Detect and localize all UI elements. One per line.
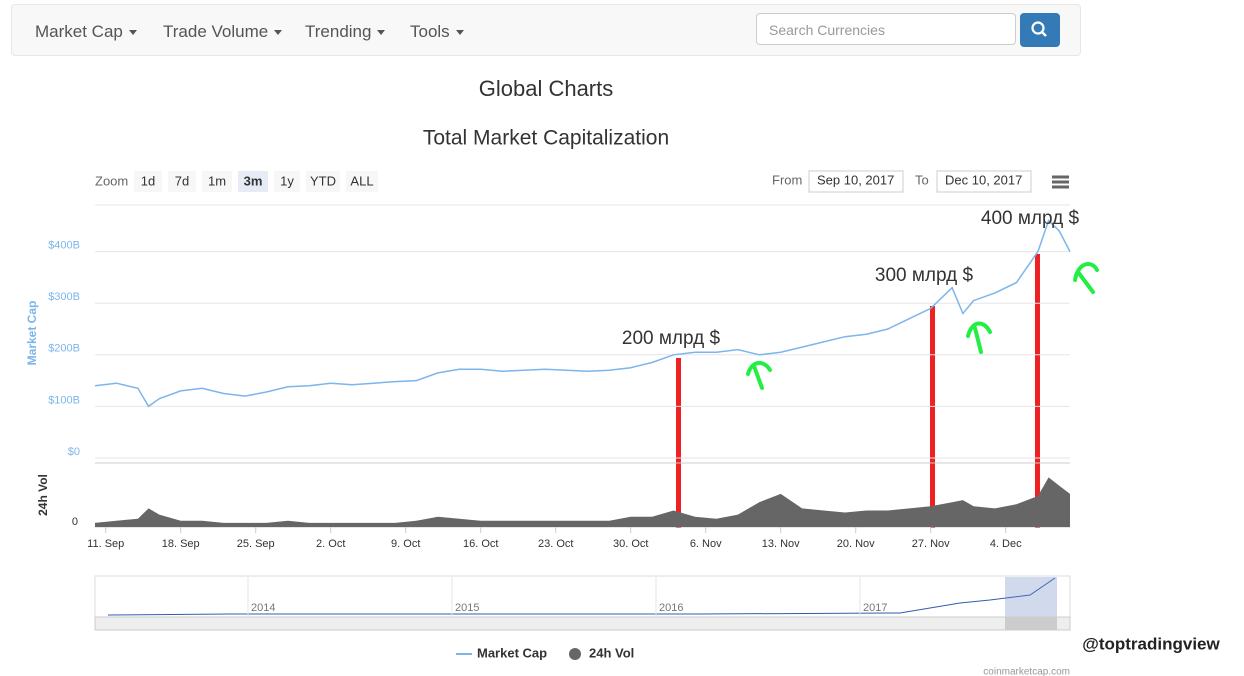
annotation-line: [930, 306, 935, 528]
menu-item[interactable]: Trade Volume: [163, 22, 282, 42]
to-input[interactable]: [936, 170, 1032, 193]
zoom-button-label: ALL: [350, 173, 373, 188]
legend-symbol: [569, 648, 581, 660]
navigator-line: [107, 577, 1056, 616]
navigator-label: 2017: [863, 602, 887, 614]
to-label: To: [915, 172, 929, 187]
menu-item[interactable]: Market Cap: [35, 22, 137, 42]
navigator-label: 2014: [251, 602, 275, 614]
menu-item[interactable]: Tools: [410, 22, 464, 42]
zoom-button[interactable]: [168, 171, 196, 192]
navigator: [94, 575, 1071, 618]
x-tick-label: 30. Oct: [613, 538, 648, 550]
annotation: 200 млрд $: [622, 328, 721, 349]
annotation-arrow: [1073, 262, 1099, 294]
market-cap-line: [94, 219, 1071, 408]
navigator-label: 2015: [455, 602, 479, 614]
annotation-line: [676, 358, 681, 528]
annotation-line: [1035, 254, 1040, 528]
y-tick-label: $300B: [48, 291, 80, 303]
annotation-arrow: [966, 321, 992, 354]
zoom-button-label: 1d: [141, 173, 155, 188]
annotation: 300 млрд $: [875, 265, 974, 286]
watermark: @toptradingview: [1082, 634, 1220, 653]
legend-label[interactable]: Market Cap: [477, 645, 547, 660]
zoom-button-label: 1y: [280, 173, 294, 188]
scrollbar[interactable]: [94, 616, 1071, 631]
zoom-label: Zoom: [95, 173, 128, 188]
annotation: 400 млрд $: [981, 208, 1080, 229]
from-input[interactable]: [808, 170, 904, 193]
x-tick-label: 13. Nov: [762, 538, 800, 550]
y-axis-title: Market Cap: [25, 301, 39, 366]
chart-title: Total Market Capitalization: [423, 127, 669, 150]
zoom-button[interactable]: [274, 171, 300, 192]
x-tick-label: 16. Oct: [463, 538, 498, 550]
x-tick-label: 27. Nov: [912, 538, 950, 550]
annotation-arrow: [746, 361, 772, 390]
credit: coinmarketcap.com: [983, 667, 1070, 676]
zoom-button[interactable]: [238, 171, 268, 192]
zoom-button[interactable]: [346, 171, 378, 192]
x-tick-label: 25. Sep: [237, 538, 275, 550]
zoom-button-label: YTD: [310, 173, 336, 188]
scrollbar-thumb[interactable]: [1005, 617, 1057, 630]
from-label: From: [772, 172, 802, 187]
zoom-button[interactable]: [202, 171, 232, 192]
volume-area: [95, 477, 1070, 527]
legend-label[interactable]: 24h Vol: [589, 645, 634, 660]
y-tick-label: $0: [68, 446, 80, 458]
x-tick-label: 18. Sep: [162, 538, 200, 550]
zoom-button-label: 3m: [244, 173, 263, 188]
y-tick-label: $400B: [48, 240, 80, 252]
y2-tick-label: 0: [72, 516, 78, 528]
x-tick-label: 6. Nov: [690, 538, 722, 550]
from-value: Sep 10, 2017: [817, 172, 894, 187]
y-tick-label: $100B: [48, 394, 80, 406]
x-tick-label: 23. Oct: [538, 538, 573, 550]
x-tick-label: 11. Sep: [87, 538, 124, 550]
navigator-label: 2016: [659, 602, 683, 614]
x-tick-label: 2. Oct: [316, 538, 345, 550]
x-tick-label: 20. Nov: [837, 538, 875, 550]
zoom-button[interactable]: [306, 171, 340, 192]
menu-item[interactable]: Trending: [305, 22, 385, 42]
x-tick-label: 9. Oct: [391, 538, 420, 550]
y2-axis-title: 24h Vol: [36, 474, 50, 516]
zoom-button-label: 1m: [208, 173, 226, 188]
y-tick-label: $200B: [48, 343, 80, 355]
to-value: Dec 10, 2017: [945, 172, 1022, 187]
zoom-button[interactable]: [134, 171, 162, 192]
page-title: Global Charts: [479, 76, 614, 101]
search-button[interactable]: [1020, 13, 1060, 47]
x-tick-label: 4. Dec: [990, 538, 1022, 550]
zoom-button-label: 7d: [175, 173, 189, 188]
menu-icon[interactable]: [1052, 175, 1069, 189]
navbar: Market Cap Trade Volume Trending Tools S…: [11, 4, 1081, 56]
navigator-selection[interactable]: [1005, 577, 1057, 617]
search-input[interactable]: Search Currencies: [756, 13, 1016, 45]
search-icon: [1031, 21, 1047, 37]
